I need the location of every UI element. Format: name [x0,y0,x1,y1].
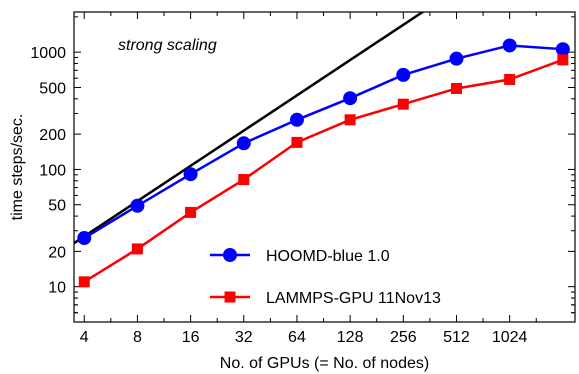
y-tick-label: 50 [48,198,66,215]
x-tick-label: 128 [337,329,364,346]
marks [77,38,570,288]
y-tick-label: 10 [48,280,66,297]
data-point-lammps [504,73,516,85]
data-point-lammps [344,114,356,126]
legend-label: HOOMD-blue 1.0 [266,248,390,265]
ticks: 4 8 16 32 64 128 256 512 1024 10 20 50 100 200 500 1000 [30,12,575,346]
ideal-scaling-line [74,12,425,245]
data-point-hoomd [343,91,358,106]
legend-label: LAMMPS-GPU 11Nov13 [266,290,441,307]
series-line-1 [83,58,564,283]
legend-marker-lammps [224,291,236,303]
x-tick-label: 16 [182,329,200,346]
x-tick-label: 1024 [492,329,528,346]
y-tick-label: 100 [39,162,66,179]
y-tick-label: 500 [39,80,66,97]
series-line-0 [83,44,563,240]
data-point-hoomd [555,42,570,57]
data-point-hoomd [236,136,251,151]
x-tick-label: 512 [443,329,470,346]
y-tick-label: 20 [48,244,66,261]
y-tick-label: 1000 [30,45,66,62]
data-point-lammps [131,243,143,255]
data-point-lammps [78,276,90,288]
x-axis-label: No. of GPUs (= No. of nodes) [220,355,429,372]
y-tick-label: 200 [39,127,66,144]
x-tick-label: 4 [80,329,89,346]
data-point-hoomd [289,112,304,127]
data-point-hoomd [502,38,517,53]
data-point-lammps [450,82,462,94]
data-point-hoomd [130,198,145,213]
annotation-text: strong scaling [118,37,217,54]
data-point-lammps [238,174,250,186]
legend: HOOMD-blue 1.0 LAMMPS-GPU 11Nov13 [210,248,441,307]
x-tick-label: 32 [235,329,253,346]
data-point-lammps [291,136,303,148]
data-point-hoomd [449,51,464,66]
legend-marker-hoomd [223,248,237,262]
data-point-hoomd [396,67,411,82]
lines [74,12,564,283]
data-point-hoomd [77,231,92,246]
y-axis-label: time steps/sec. [9,114,26,221]
data-point-hoomd [183,167,198,182]
data-point-lammps [397,98,409,110]
data-point-lammps [557,54,569,66]
x-tick-label: 256 [390,329,417,346]
data-point-lammps [185,206,197,218]
x-tick-label: 64 [288,329,306,346]
x-tick-label: 8 [133,329,142,346]
plot-frame [73,11,576,323]
